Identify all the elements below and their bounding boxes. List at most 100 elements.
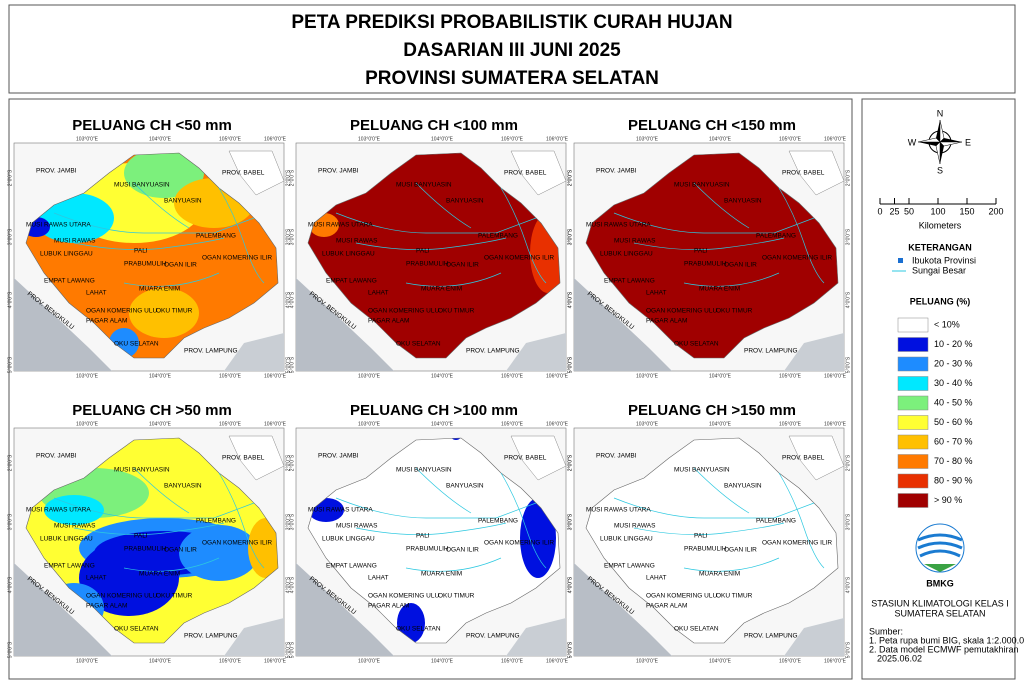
bmkg-logo bbox=[915, 523, 965, 573]
place-label: PAGAR ALAM bbox=[368, 318, 409, 325]
place-label: OGAN ILIR bbox=[446, 547, 479, 554]
place-label: MUSI RAWAS UTARA bbox=[586, 222, 651, 229]
lon-label: 106°0'0"E bbox=[824, 658, 847, 664]
probability-layer bbox=[26, 438, 278, 643]
place-label: LUBUK LINGGAU bbox=[600, 536, 653, 543]
lon-label: 103°0'0"E bbox=[358, 136, 381, 142]
legend-class: 70 - 80 % bbox=[934, 456, 973, 466]
place-label: MUSI RAWAS UTARA bbox=[26, 507, 91, 514]
lat-label: 3°0'0"S bbox=[289, 228, 295, 245]
lat-label: 3°0'0"S bbox=[845, 513, 851, 530]
probability-area bbox=[44, 495, 104, 525]
station-name: SUMATERA SELATAN bbox=[894, 608, 985, 618]
place-label: LAHAT bbox=[368, 290, 388, 297]
river bbox=[683, 557, 780, 572]
lat-label: 4°0'0"S bbox=[7, 576, 13, 593]
place-label: PAGAR ALAM bbox=[368, 603, 409, 610]
river bbox=[778, 472, 825, 569]
place-label: LAHAT bbox=[86, 290, 106, 297]
place-label: EMPAT LAWANG bbox=[604, 278, 655, 285]
place-label: PROV. LAMPUNG bbox=[184, 633, 238, 640]
place-label: PALEMBANG bbox=[196, 518, 236, 525]
river bbox=[123, 272, 220, 287]
island bbox=[510, 150, 567, 196]
place-label: OGAN KOMERING ILIR bbox=[202, 255, 272, 262]
lat-label: 3°0'0"S bbox=[285, 228, 291, 245]
sea bbox=[224, 618, 284, 656]
place-label: OKU SELATAN bbox=[396, 626, 441, 633]
lon-label: 106°0'0"E bbox=[264, 421, 287, 427]
place-label: LUBUK LINGGAU bbox=[322, 251, 375, 258]
lon-label: 105°0'0"E bbox=[779, 658, 802, 664]
place-label: PROV. BABEL bbox=[222, 455, 265, 462]
lat-label: 4°0'0"S bbox=[289, 576, 295, 593]
island bbox=[788, 435, 845, 481]
legend-class: 60 - 70 % bbox=[934, 436, 973, 446]
place-label: MUARA ENIM bbox=[421, 286, 462, 293]
lat-label: 5°0'0"S bbox=[845, 641, 851, 658]
map-panel: 103°0'0"E 103°0'0"E 104°0'0"E 104°0'0"E 105°… bbox=[567, 421, 851, 664]
place-label: LAHAT bbox=[646, 575, 666, 582]
title-line: PROVINSI SUMATERA SELATAN bbox=[365, 68, 659, 89]
place-label: PALI bbox=[134, 248, 148, 255]
map-panel: 103°0'0"E 103°0'0"E 104°0'0"E 104°0'0"E 105°… bbox=[289, 421, 573, 664]
probability-area bbox=[124, 153, 204, 198]
panel-title: PELUANG CH >150 mm bbox=[628, 402, 796, 419]
lat-label: 5°0'0"S bbox=[289, 641, 295, 658]
place-label: PRABUMULIH bbox=[124, 261, 167, 268]
probability-area bbox=[308, 438, 560, 643]
place-label: PROV. LAMPUNG bbox=[466, 348, 520, 355]
place-label: MUSI RAWAS bbox=[614, 238, 656, 245]
scale-label: 150 bbox=[959, 206, 974, 216]
place-label: MUSI RAWAS bbox=[336, 523, 378, 530]
lon-label: 105°0'0"E bbox=[779, 136, 802, 142]
lat-label: 4°0'0"S bbox=[567, 291, 573, 308]
place-label: MUSI RAWAS UTARA bbox=[26, 222, 91, 229]
lon-label: 104°0'0"E bbox=[709, 421, 732, 427]
river bbox=[355, 237, 507, 250]
river bbox=[73, 237, 225, 250]
sea bbox=[506, 618, 566, 656]
legend-swatch bbox=[897, 395, 929, 411]
place-label: PROV. JAMBI bbox=[36, 453, 77, 460]
lat-label: 2°0'0"S bbox=[7, 454, 13, 471]
place-label: OGAN KOMERING ILIR bbox=[202, 540, 272, 547]
lat-label: 3°0'0"S bbox=[7, 228, 13, 245]
place-label: MUARA ENIM bbox=[139, 571, 180, 578]
lat-label: 5°0'0"S bbox=[567, 641, 573, 658]
island bbox=[510, 435, 567, 481]
compass-label: S bbox=[937, 165, 943, 175]
compass-label: E bbox=[965, 137, 971, 147]
lat-label: 5°0'0"S bbox=[7, 356, 13, 373]
place-label: OGAN KOMERING ILIR bbox=[484, 540, 554, 547]
lon-label: 103°0'0"E bbox=[76, 136, 99, 142]
place-label: OGAN ILIR bbox=[446, 262, 479, 269]
legend-swatch bbox=[897, 337, 929, 352]
legend-swatch bbox=[897, 434, 929, 450]
capital-symbol bbox=[898, 258, 903, 263]
lon-label: 104°0'0"E bbox=[709, 658, 732, 664]
place-label: OGAN KOMERING ILIR bbox=[484, 255, 554, 262]
lat-label: 4°0'0"S bbox=[285, 291, 291, 308]
place-label: LUBUK LINGGAU bbox=[600, 251, 653, 258]
river bbox=[633, 237, 785, 250]
legend-class: 50 - 60 % bbox=[934, 417, 973, 427]
place-label: PROV. BABEL bbox=[782, 455, 825, 462]
legend-swatch bbox=[897, 415, 929, 430]
place-label: BANYUASIN bbox=[724, 198, 762, 205]
place-label: PROV. JAMBI bbox=[318, 168, 359, 175]
station-name: STASIUN KLIMATOLOGI KELAS I bbox=[871, 598, 1009, 608]
lon-label: 104°0'0"E bbox=[149, 373, 172, 379]
river bbox=[693, 467, 750, 514]
lon-label: 106°0'0"E bbox=[824, 136, 847, 142]
lon-label: 103°0'0"E bbox=[76, 658, 99, 664]
lat-label: 3°0'0"S bbox=[567, 228, 573, 245]
place-label: OKU SELATAN bbox=[114, 341, 159, 348]
map-panel: 103°0'0"E 103°0'0"E 104°0'0"E 104°0'0"E 105°… bbox=[567, 136, 851, 379]
place-label: MUSI RAWAS bbox=[614, 523, 656, 530]
river bbox=[123, 557, 220, 572]
place-label: EMPAT LAWANG bbox=[44, 563, 95, 570]
sea bbox=[784, 333, 844, 371]
lat-label: 2°0'0"S bbox=[567, 454, 573, 471]
place-label: OKU TIMUR bbox=[438, 593, 475, 600]
